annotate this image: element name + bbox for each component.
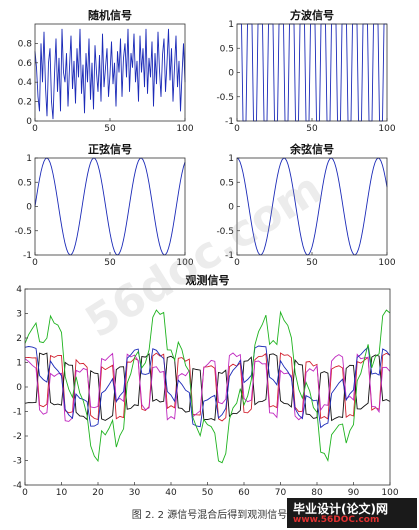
x-tick-label-observed: 80 <box>311 488 323 498</box>
x-tick-label-observed: 100 <box>381 488 398 498</box>
series-line-observed-4 <box>24 309 391 464</box>
x-tick-label-cosine: 0 <box>234 258 240 268</box>
y-tick-label-observed: -2 <box>13 432 22 442</box>
y-tick-label-observed: 2 <box>16 334 22 344</box>
y-tick-label-cosine: 1 <box>228 154 234 164</box>
x-tick-label-square: 0 <box>234 124 240 134</box>
y-tick-label-cosine: 0.5 <box>220 178 234 188</box>
plot-frame-cosine <box>236 157 388 256</box>
x-tick-label-random: 0 <box>32 124 38 134</box>
x-tick-label-observed: 10 <box>56 488 68 498</box>
series-line-random-0 <box>34 28 186 120</box>
logo-title: 毕业设计(论文)网 <box>293 502 388 516</box>
series-line-observed-2 <box>24 352 391 422</box>
x-tick-label-observed: 50 <box>202 488 214 498</box>
x-tick-label-random: 100 <box>176 124 193 134</box>
y-tick-label-random: 0.2 <box>18 98 32 108</box>
y-tick-label-square: -1 <box>225 117 234 127</box>
y-tick-label-square: 0 <box>228 69 234 79</box>
y-tick-label-observed: 3 <box>16 310 22 320</box>
y-tick-label-observed: -4 <box>13 481 22 491</box>
y-tick-label-cosine: 0 <box>228 203 234 213</box>
y-tick-label-sine: -1 <box>23 251 32 261</box>
y-tick-label-cosine: -1 <box>225 251 234 261</box>
y-tick-label-sine: -0.5 <box>14 227 32 237</box>
series-line-observed-3 <box>24 345 391 429</box>
y-tick-label-observed: -3 <box>13 457 22 467</box>
y-tick-label-observed: 4 <box>16 285 22 295</box>
y-tick-label-sine: 0.5 <box>18 178 32 188</box>
plot-frame-observed <box>24 288 391 486</box>
plot-frame-square <box>236 23 388 122</box>
series-line-sine-0 <box>34 157 186 256</box>
x-tick-label-observed: 60 <box>238 488 250 498</box>
series-line-cosine-0 <box>236 157 388 256</box>
y-tick-label-cosine: -0.5 <box>216 227 234 237</box>
y-tick-label-square: 0.5 <box>220 44 234 54</box>
x-tick-label-observed: 20 <box>92 488 104 498</box>
x-tick-label-observed: 30 <box>129 488 141 498</box>
x-tick-label-observed: 70 <box>275 488 287 498</box>
y-tick-label-square: -0.5 <box>216 93 234 103</box>
y-tick-label-observed: -1 <box>13 408 22 418</box>
x-tick-label-observed: 0 <box>22 488 28 498</box>
logo-url: www.56DOC.com <box>293 515 380 525</box>
x-tick-label-observed: 90 <box>348 488 360 498</box>
y-tick-label-sine: 1 <box>26 154 32 164</box>
y-tick-label-observed: 0 <box>16 383 22 393</box>
chart-title-observed: 观测信号 <box>186 273 230 287</box>
x-tick-label-square: 50 <box>306 124 318 134</box>
plot-frame-sine <box>34 157 186 256</box>
y-tick-label-square: 1 <box>228 20 234 30</box>
y-tick-label-random: 0.8 <box>18 39 33 49</box>
x-tick-label-random: 50 <box>104 124 116 134</box>
x-tick-label-sine: 0 <box>32 258 38 268</box>
x-tick-label-sine: 50 <box>104 258 116 268</box>
y-tick-label-sine: 0 <box>26 203 32 213</box>
series-line-square-0 <box>237 23 387 122</box>
x-tick-label-cosine: 100 <box>378 258 395 268</box>
series-line-observed-0 <box>24 352 391 422</box>
chart-title-random: 随机信号 <box>88 8 132 22</box>
y-tick-label-random: 0.6 <box>18 59 33 69</box>
x-tick-label-observed: 40 <box>165 488 177 498</box>
y-tick-label-random: 0.4 <box>18 78 33 88</box>
site-logo: 毕业设计(论文)网 www.56DOC.com <box>287 498 417 528</box>
x-tick-label-square: 100 <box>378 124 395 134</box>
x-tick-label-cosine: 50 <box>306 258 318 268</box>
y-tick-label-observed: 1 <box>16 359 22 369</box>
y-tick-label-random: 0 <box>26 117 32 127</box>
x-tick-label-sine: 100 <box>176 258 193 268</box>
chart-title-cosine: 余弦信号 <box>289 142 334 156</box>
chart-title-sine: 正弦信号 <box>88 142 132 156</box>
figure-caption: 图 2. 2 源信号混合后得到观测信号 <box>131 510 288 521</box>
chart-title-square: 方波信号 <box>290 8 334 22</box>
